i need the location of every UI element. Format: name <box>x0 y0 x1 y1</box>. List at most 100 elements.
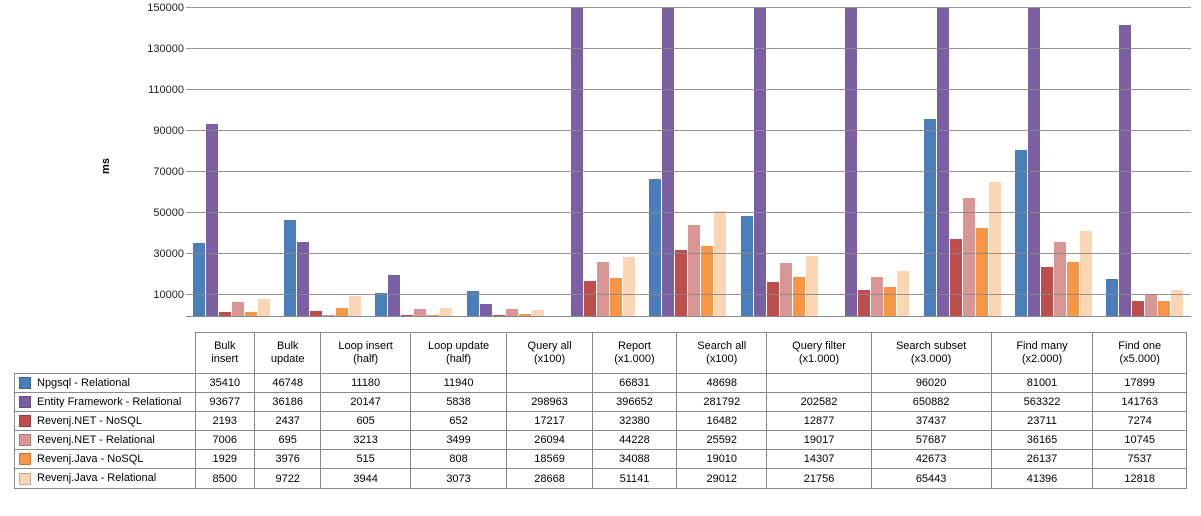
bar-group <box>369 8 460 316</box>
y-axis: 1000030000500007000090000110000130000150… <box>131 8 184 316</box>
value-cell: 11180 <box>321 374 411 393</box>
value-cell: 42673 <box>871 450 991 469</box>
value-cell: 3944 <box>321 469 411 488</box>
bar <box>662 8 674 316</box>
gridline <box>186 130 1191 131</box>
series-name: Npgsql - Relational <box>37 377 130 389</box>
benchmark-chart-with-table: ms 1000030000500007000090000110000130000… <box>0 0 1201 516</box>
gridline <box>186 89 1191 90</box>
value-cell: 563322 <box>991 393 1093 412</box>
value-cell: 41396 <box>991 469 1093 488</box>
table-row: Revenj.Java - NoSQL192939765158081856934… <box>15 450 1187 469</box>
y-tick-label: 90000 <box>131 125 184 137</box>
series-label-cell: Revenj.NET - NoSQL <box>15 412 196 431</box>
bar <box>440 308 452 316</box>
value-cell: 5838 <box>410 393 506 412</box>
bar <box>427 315 439 316</box>
value-cell: 34088 <box>592 450 676 469</box>
value-cell: 25592 <box>677 431 767 450</box>
series-label-cell: Revenj.Java - NoSQL <box>15 450 196 469</box>
value-cell: 808 <box>410 450 506 469</box>
value-cell: 202582 <box>767 393 871 412</box>
gridline <box>186 253 1191 254</box>
column-header: Find one (x5.000) <box>1093 333 1187 374</box>
table-row: Npgsql - Relational354104674811180119406… <box>15 374 1187 393</box>
value-cell: 141763 <box>1093 393 1187 412</box>
bar <box>219 312 231 317</box>
bar-group <box>917 8 1008 316</box>
value-cell: 3213 <box>321 431 411 450</box>
bar <box>480 304 492 316</box>
bar <box>284 220 296 316</box>
value-cell: 32380 <box>592 412 676 431</box>
bar <box>1145 294 1157 316</box>
bar <box>623 257 635 316</box>
bar <box>1015 150 1027 316</box>
bar <box>414 309 426 316</box>
value-cell: 12818 <box>1093 469 1187 488</box>
value-cell: 650882 <box>871 393 991 412</box>
bar-group <box>643 8 734 316</box>
column-header: Report (x1.000) <box>592 333 676 374</box>
column-header: Bulk update <box>255 333 321 374</box>
bar <box>976 228 988 316</box>
y-tick-label: 150000 <box>131 2 184 14</box>
value-cell: 96020 <box>871 374 991 393</box>
value-cell: 605 <box>321 412 411 431</box>
bar <box>336 308 348 316</box>
y-tick-label: 110000 <box>131 84 184 96</box>
plot-area: 1000030000500007000090000110000130000150… <box>186 8 1191 317</box>
value-cell: 7274 <box>1093 412 1187 431</box>
value-cell: 36186 <box>255 393 321 412</box>
value-cell: 19010 <box>677 450 767 469</box>
table-row: Revenj.NET - NoSQL2193243760565217217323… <box>15 412 1187 431</box>
bar <box>989 182 1001 316</box>
series-name: Entity Framework - Relational <box>37 396 181 408</box>
table-row: Revenj.Java - Relational8500972239443073… <box>15 469 1187 488</box>
value-cell: 18569 <box>507 450 593 469</box>
value-cell: 8500 <box>195 469 255 488</box>
bar <box>1041 267 1053 316</box>
bar <box>780 263 792 316</box>
y-tick-label: 10000 <box>131 289 184 301</box>
bar <box>1106 279 1118 316</box>
y-tick-label: 30000 <box>131 248 184 260</box>
value-cell: 36165 <box>991 431 1093 450</box>
value-cell: 19017 <box>767 431 871 450</box>
value-cell: 51141 <box>592 469 676 488</box>
bar <box>1067 262 1079 316</box>
bar <box>754 8 766 316</box>
series-name: Revenj.Java - NoSQL <box>37 453 143 465</box>
bar <box>401 315 413 316</box>
value-cell: 44228 <box>592 431 676 450</box>
value-cell: 35410 <box>195 374 255 393</box>
bar <box>714 211 726 316</box>
bar <box>937 8 949 316</box>
bar-group <box>277 8 368 316</box>
value-cell: 7006 <box>195 431 255 450</box>
bar <box>206 124 218 316</box>
legend-swatch <box>19 415 31 427</box>
bar <box>806 256 818 316</box>
value-cell: 21756 <box>767 469 871 488</box>
gridline <box>186 171 1191 172</box>
bar <box>871 277 883 316</box>
table-row: Revenj.NET - Relational70066953213349926… <box>15 431 1187 450</box>
bar-group <box>186 8 277 316</box>
bar <box>493 315 505 316</box>
bar <box>884 287 896 316</box>
bar <box>675 250 687 316</box>
bar <box>845 8 857 316</box>
y-tick-label: 130000 <box>131 43 184 55</box>
bar <box>924 119 936 316</box>
series-name: Revenj.NET - Relational <box>37 434 155 446</box>
series-name: Revenj.NET - NoSQL <box>37 415 142 427</box>
legend-swatch <box>19 396 31 408</box>
series-name: Revenj.Java - Relational <box>37 472 156 484</box>
bar-group <box>826 8 917 316</box>
legend-swatch <box>19 377 31 389</box>
value-cell: 12877 <box>767 412 871 431</box>
bar <box>310 311 322 316</box>
value-cell: 20147 <box>321 393 411 412</box>
bar <box>584 281 596 316</box>
